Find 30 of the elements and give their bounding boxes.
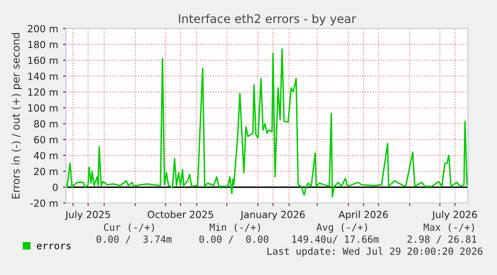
text: Last update: Wed Jul 29 20:00:20 2026	[267, 247, 482, 257]
text: Min (-/+)	[210, 223, 260, 232]
x-tick-label: April 2026	[338, 210, 388, 220]
y-tick-label: 140 m	[28, 72, 58, 80]
text: 149.40u/ 17.66m	[292, 235, 379, 244]
text: 0.00 / 0.00	[199, 235, 268, 244]
x-tick-label: October 2025	[148, 210, 214, 218]
y-tick-label: 40 m	[34, 152, 58, 160]
y-tick-label: 80 m	[34, 120, 58, 128]
y-tick-label: 160 m	[28, 56, 58, 64]
text: 0.00 / 3.74m	[96, 235, 172, 244]
y-tick-label: 0	[52, 184, 58, 191]
y-tick-label: 120 m	[28, 88, 58, 96]
x-tick-label: July 2025	[64, 210, 110, 220]
y-tick-label: 100 m	[28, 104, 58, 112]
y-tick-label: -20 m	[30, 199, 58, 207]
y-tick-label: 20 m	[34, 168, 58, 176]
line-series	[66, 48, 468, 198]
x-tick-label: January 2026	[240, 210, 305, 220]
y-axis-title: Errors in (-) / out (+) per second	[12, 33, 22, 198]
text: 2.98 / 26.81	[407, 235, 476, 244]
legend-label: errors	[36, 244, 71, 250]
y-tick-label: 60 m	[34, 136, 58, 144]
text: Max (-/+)	[424, 223, 474, 232]
text: Avg (-/+)	[316, 223, 367, 233]
y-tick-label: 200 m	[28, 24, 58, 32]
chart-title: Interface eth2 errors - by year	[179, 14, 356, 26]
y-tick-label: 180 m	[28, 40, 58, 48]
x-tick-label: July 2026	[432, 210, 477, 220]
text: Cur (-/+)	[104, 223, 154, 232]
